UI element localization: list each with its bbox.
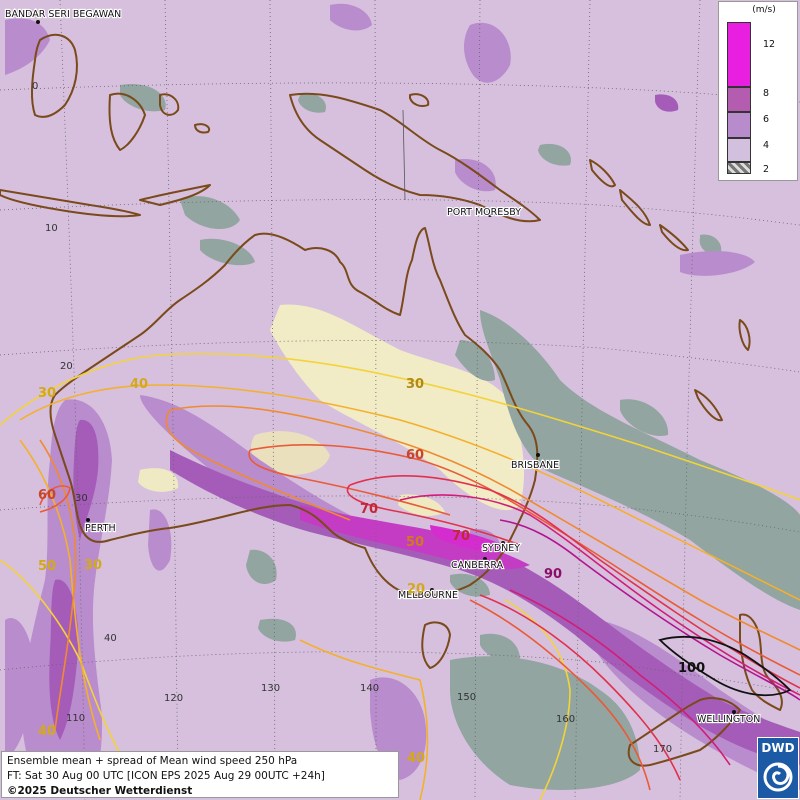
- isotach-40-south: [299, 639, 429, 800]
- dwd-logo-text: DWD: [761, 741, 795, 755]
- colorbar-legend: (m/s) 12 8 6 4 2: [718, 1, 798, 181]
- contour-label: 30: [84, 558, 102, 573]
- city-dot: [536, 453, 540, 457]
- dwd-logo: DWD: [757, 737, 799, 799]
- city-bandar-seri-begawan: BANDAR SERI BEGAWAN: [5, 9, 121, 20]
- legend-swatch-8: [727, 87, 751, 112]
- contour-label: 50: [38, 559, 56, 574]
- isotach-70-inner: [346, 484, 521, 546]
- coastlines: [0, 33, 783, 767]
- city-brisbane: BRISBANE: [511, 460, 559, 471]
- city-dot: [488, 213, 492, 217]
- contour-label: 30: [38, 386, 56, 401]
- isotach-70: [349, 475, 800, 689]
- legend-tick: 2: [763, 164, 770, 175]
- contour-label: 30: [406, 377, 424, 392]
- lat-label: 0: [32, 81, 38, 92]
- isotach-60-inner: [248, 449, 451, 516]
- legend-tick: 8: [763, 88, 770, 99]
- isotach-50-west: [39, 439, 77, 731]
- contour-label: 60: [38, 488, 56, 503]
- isotach-80-south: [509, 589, 731, 766]
- legend-swatch-2: [727, 162, 751, 174]
- isotach-60: [249, 443, 800, 676]
- city-dot: [430, 588, 434, 592]
- isotach-30-south: [504, 599, 571, 800]
- isotach-40: [19, 384, 800, 601]
- contour-label: 60: [406, 448, 424, 463]
- contour-label: 40: [130, 377, 148, 392]
- city-dot: [86, 518, 90, 522]
- city-canberra: CANBERRA: [451, 560, 504, 571]
- lon-label: 150: [457, 692, 476, 703]
- grid-labels: 0 10 20 30 40 110 120 130 140 150 160 17…: [32, 81, 672, 755]
- lat-label: 20: [60, 361, 73, 372]
- contour-labels: 30 40 30 60 60 70 70 50 30 50 40 90 100 …: [38, 377, 705, 766]
- isotach-40-west: [19, 439, 101, 741]
- contour-label: 70: [360, 502, 378, 517]
- calm-areas: [120, 84, 800, 790]
- border-line: [402, 109, 406, 201]
- legend-swatch-4: [727, 138, 751, 162]
- city-port-moresby: PORT MORESBY: [447, 207, 521, 218]
- isotach-60-south: [469, 599, 651, 791]
- legend-swatch-top: [727, 22, 751, 36]
- city-perth: PERTH: [85, 523, 116, 534]
- city-dot: [483, 557, 487, 561]
- legend-unit: (m/s): [752, 5, 776, 15]
- lat-label: 40: [104, 633, 117, 644]
- isotach-50-inner: [165, 409, 351, 521]
- legend-tick: 4: [763, 140, 770, 151]
- lon-label: 120: [164, 693, 183, 704]
- isotach-70-south: [479, 594, 681, 781]
- isotach-60-west: [39, 485, 71, 513]
- contour-label: 50: [406, 535, 424, 550]
- contour-label: 100: [678, 661, 705, 676]
- lon-label: 130: [261, 683, 280, 694]
- city-dot: [732, 710, 736, 714]
- lon-label: 160: [556, 714, 575, 725]
- contour-label: 70: [452, 529, 470, 544]
- contour-label: 90: [544, 567, 562, 582]
- isotach-100: [658, 635, 792, 697]
- city-sydney: SYDNEY: [482, 543, 520, 554]
- info-title: Ensemble mean + spread of Mean wind spee…: [7, 755, 298, 767]
- isotach-90: [499, 519, 800, 701]
- info-forecast-time: FT: Sat 30 Aug 00 UTC [ICON EPS 2025 Aug…: [7, 770, 325, 782]
- legend-tick: 12: [763, 39, 776, 50]
- info-box: Ensemble mean + spread of Mean wind spee…: [1, 751, 399, 798]
- legend-tick: 6: [763, 114, 770, 125]
- cities: BANDAR SERI BEGAWAN PORT MORESBY BRISBAN…: [4, 8, 762, 726]
- city-melbourne: MELBOURNE: [398, 590, 458, 601]
- legend-swatch-12: [727, 35, 751, 87]
- lon-label: 140: [360, 683, 379, 694]
- city-dot: [501, 541, 505, 545]
- isotach-30: [0, 352, 800, 501]
- contour-label: 40: [38, 724, 56, 739]
- isotach-80: [399, 494, 800, 696]
- info-copyright: ©2025 Deutscher Wetterdienst: [7, 785, 193, 797]
- lat-label: 30: [75, 493, 88, 504]
- legend-swatch-6: [727, 112, 751, 138]
- city-wellington: WELLINGTON: [697, 714, 760, 725]
- contour-label: 20: [407, 582, 425, 597]
- isotachs: [0, 352, 800, 800]
- isotach-30-west: [0, 559, 131, 771]
- lon-label: 110: [66, 713, 85, 724]
- contour-label: 40: [407, 751, 425, 766]
- isotach-50: [169, 405, 800, 651]
- lon-label: 170: [653, 744, 672, 755]
- city-dot: [36, 20, 40, 24]
- lat-label: 10: [45, 223, 58, 234]
- swirl-icon: [763, 762, 793, 792]
